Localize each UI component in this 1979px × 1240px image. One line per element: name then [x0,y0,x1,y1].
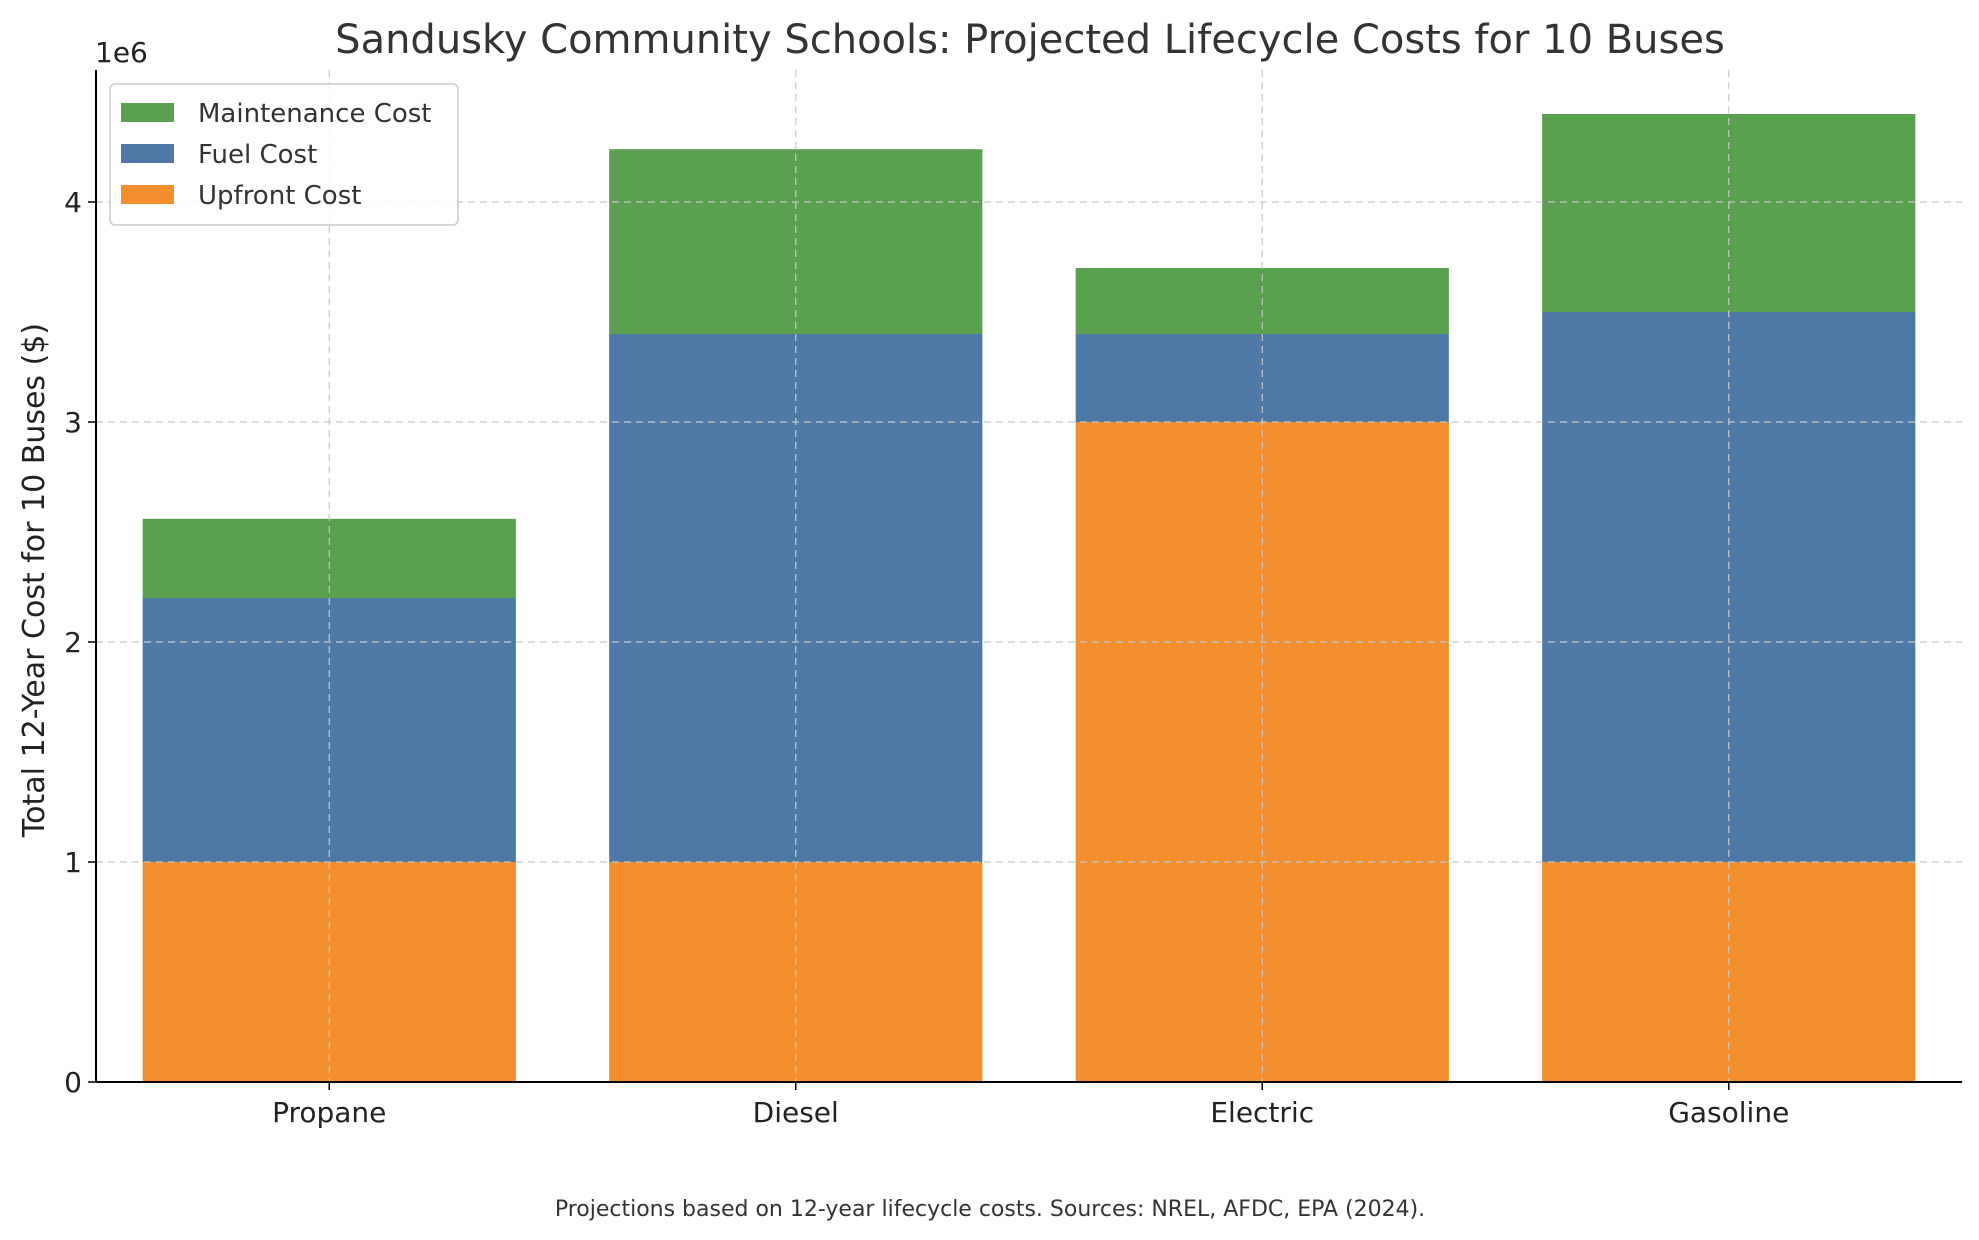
y-tick-label: 0 [64,1066,82,1099]
x-tick-label-electric: Electric [1210,1096,1314,1129]
y-axis-offset-label: 1e6 [95,36,148,69]
axes-layer: 0 1 2 3 4 Propane Diesel Electric Gasoline [64,70,1962,1129]
y-tick-label: 1 [64,846,82,879]
x-tick-label-diesel: Diesel [753,1096,839,1129]
grid-layer [96,70,1962,1082]
chart-title: Sandusky Community Schools: Projected Li… [335,17,1725,63]
y-axis-label: Total 12-Year Cost for 10 Buses ($) [17,323,52,838]
legend-swatch-fuel-cost [121,144,174,163]
x-tick-label-propane: Propane [272,1096,386,1129]
bars-layer [142,114,1916,1082]
legend-swatch-maintenance-cost [121,103,174,122]
y-tick-label: 2 [64,626,82,659]
legend-swatch-upfront-cost [121,185,174,204]
legend-label-fuel-cost: Fuel Cost [198,140,317,170]
y-tick-label: 4 [64,186,82,219]
y-tick-label: 3 [64,406,82,439]
footnote: Projections based on 12-year lifecycle c… [555,1197,1425,1222]
x-tick-label-gasoline: Gasoline [1668,1096,1789,1129]
legend: Maintenance Cost Fuel Cost Upfront Cost [109,83,459,226]
legend-label-maintenance-cost: Maintenance Cost [198,99,432,129]
legend-box [109,83,459,226]
legend-label-upfront-cost: Upfront Cost [198,181,361,211]
